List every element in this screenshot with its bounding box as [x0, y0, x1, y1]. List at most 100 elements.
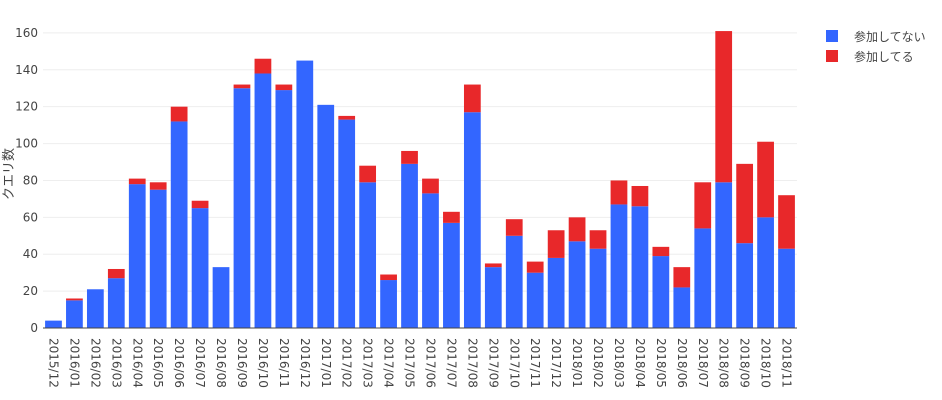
x-tick-label: 2018/02 — [591, 338, 605, 388]
bar-joined — [338, 115, 356, 120]
bar-joined — [568, 217, 586, 242]
bar-not-joined — [317, 104, 335, 329]
legend-label-not-joined: 参加してない — [854, 29, 926, 44]
x-tick-label: 2017/03 — [361, 338, 375, 388]
bar-joined — [694, 182, 712, 229]
x-tick-label: 2017/06 — [423, 338, 437, 388]
y-tick-label: 100 — [15, 137, 38, 151]
bar-joined — [484, 263, 502, 268]
legend-label-joined: 参加してる — [854, 49, 914, 64]
x-tick-label: 2016/11 — [277, 338, 291, 388]
bar-not-joined — [422, 193, 439, 328]
bar-not-joined — [736, 243, 754, 328]
bar-joined — [757, 141, 774, 218]
bar-not-joined — [170, 121, 188, 328]
bar-not-joined — [631, 206, 649, 328]
x-tick-label: 2016/03 — [109, 338, 123, 388]
x-tick-label: 2016/01 — [67, 338, 81, 388]
y-tick-label: 20 — [23, 284, 38, 298]
bar-joined — [254, 58, 272, 74]
legend-swatch-not-joined — [826, 30, 838, 42]
bar-joined — [715, 31, 733, 183]
legend-swatch-joined — [826, 50, 838, 62]
x-tick-label: 2016/06 — [172, 338, 186, 388]
bar-joined — [547, 230, 565, 258]
bar-joined — [778, 195, 795, 249]
y-tick-label: 40 — [23, 247, 38, 261]
x-tick-label: 2018/05 — [654, 338, 668, 388]
bar-joined — [631, 185, 649, 207]
x-tick-label: 2016/08 — [214, 338, 228, 388]
bar-joined — [443, 211, 460, 223]
bar-joined — [422, 178, 439, 194]
x-tick-label: 2018/03 — [612, 338, 626, 388]
bar-not-joined — [463, 112, 481, 328]
bar-joined — [463, 84, 481, 113]
bar-not-joined — [212, 267, 230, 328]
bar-not-joined — [610, 204, 628, 328]
bar-joined — [107, 268, 125, 279]
bar-joined — [170, 106, 188, 122]
x-tick-label: 2018/04 — [633, 338, 647, 388]
bar-not-joined — [673, 287, 691, 328]
bar-joined — [673, 267, 691, 288]
x-tick-label: 2015/12 — [46, 338, 60, 388]
bar-joined — [652, 246, 670, 257]
bar-not-joined — [652, 256, 670, 328]
bar-joined — [149, 182, 167, 190]
bar-joined — [128, 178, 146, 185]
x-tick-label: 2017/04 — [382, 338, 396, 388]
bar-not-joined — [380, 280, 397, 328]
bar-joined — [736, 163, 754, 244]
bar-not-joined — [757, 217, 774, 328]
x-tick-labels: 2015/12 2016/01 2016/02 2016/03 2016/04 2016/… — [46, 338, 793, 388]
bar-not-joined — [191, 208, 209, 328]
bar-not-joined — [443, 222, 460, 328]
bar-not-joined — [128, 184, 146, 328]
x-tick-label: 2017/05 — [403, 338, 417, 388]
x-tick-label: 2016/07 — [193, 338, 207, 388]
y-axis-label: クエリ数 — [2, 148, 17, 200]
x-tick-label: 2017/07 — [444, 338, 458, 388]
x-tick-label: 2017/02 — [340, 338, 354, 388]
bar-joined — [233, 84, 251, 89]
x-tick-label: 2018/11 — [780, 338, 794, 388]
x-tick-label: 2018/07 — [696, 338, 710, 388]
x-tick-label: 2016/05 — [151, 338, 165, 388]
bar-not-joined — [254, 73, 272, 328]
bar-not-joined — [338, 119, 356, 329]
bar-not-joined — [233, 88, 251, 328]
bar-joined — [589, 230, 607, 249]
y-tick-label: 60 — [23, 210, 38, 224]
x-tick-label: 2017/08 — [465, 338, 479, 388]
x-tick-label: 2017/11 — [528, 338, 542, 388]
bar-not-joined — [86, 289, 104, 328]
x-tick-label: 2017/12 — [549, 338, 563, 388]
bars — [43, 31, 797, 329]
x-tick-label: 2017/10 — [507, 338, 521, 388]
bar-not-joined — [526, 272, 544, 328]
x-tick-label: 2016/10 — [256, 338, 270, 388]
legend-item-not-joined[interactable]: 参加してない — [826, 26, 926, 46]
x-tick-label: 2016/04 — [130, 338, 144, 388]
bar-not-joined — [715, 182, 733, 328]
bar-not-joined — [547, 257, 565, 328]
bar-not-joined — [359, 182, 377, 328]
bar-joined — [505, 219, 523, 236]
bar-joined — [526, 261, 544, 273]
bar-not-joined — [401, 163, 418, 328]
bar-joined — [275, 84, 293, 91]
bar-not-joined — [45, 320, 62, 328]
legend: 参加してない 参加してる — [826, 26, 926, 66]
x-tick-label: 2016/02 — [88, 338, 102, 388]
x-tick-label: 2017/09 — [486, 338, 500, 388]
legend-item-joined[interactable]: 参加してる — [826, 46, 926, 66]
x-tick-label: 2018/06 — [675, 338, 689, 388]
bar-not-joined — [275, 90, 293, 328]
bar-not-joined — [484, 267, 502, 328]
x-tick-label: 2018/08 — [717, 338, 731, 388]
bar-joined — [359, 165, 377, 183]
bar-not-joined — [694, 228, 712, 328]
x-tick-label: 2016/09 — [235, 338, 249, 388]
